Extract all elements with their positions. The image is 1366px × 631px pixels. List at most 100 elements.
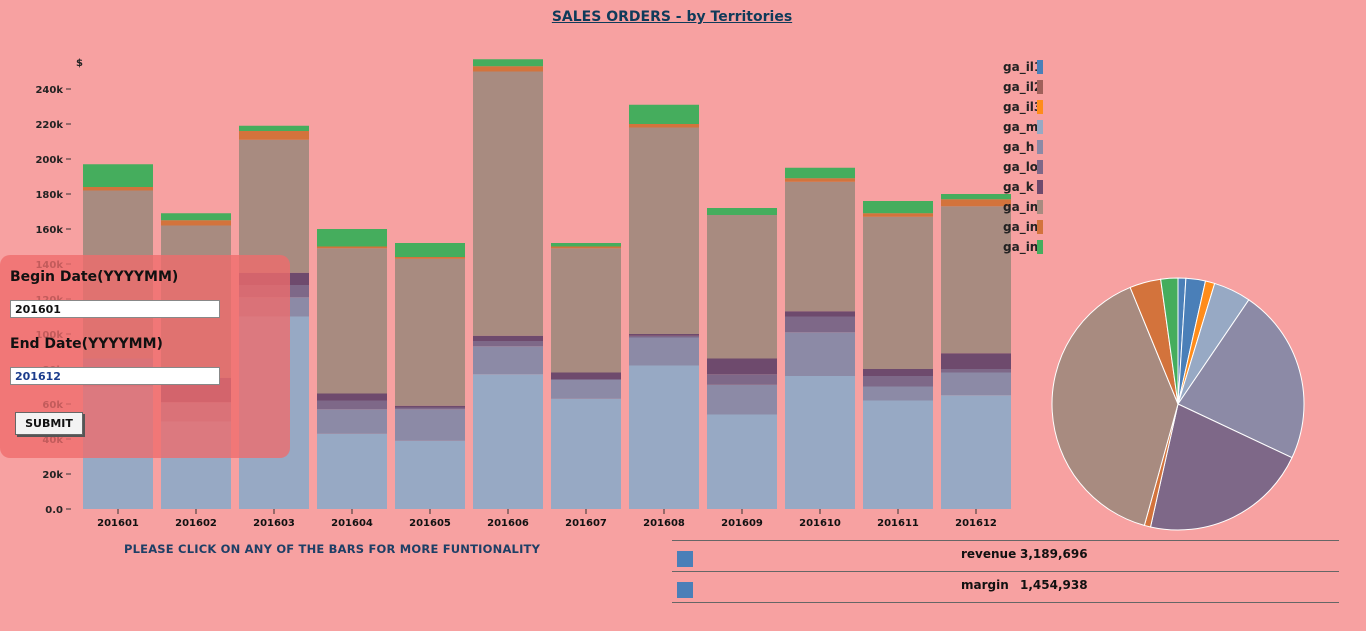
bar-segment[interactable] [317, 433, 387, 509]
bar-segment[interactable] [863, 213, 933, 217]
bar-segment[interactable] [785, 311, 855, 317]
end-date-input[interactable] [10, 367, 220, 385]
bar-segment[interactable] [629, 104, 699, 124]
bar-group-201610[interactable] [785, 167, 855, 509]
legend-label: ga_h [1003, 140, 1035, 154]
bar-segment[interactable] [863, 400, 933, 510]
bar-group-201606[interactable] [473, 59, 543, 509]
y-tick-label: 220k [35, 120, 63, 131]
bar-segment[interactable] [629, 365, 699, 510]
pie-slice[interactable] [1051, 286, 1179, 527]
bar-segment[interactable] [629, 127, 699, 335]
bar-segment[interactable] [785, 178, 855, 182]
bar-segment[interactable] [473, 59, 543, 67]
bar-segment[interactable] [473, 66, 543, 72]
bar-segment[interactable] [161, 220, 231, 226]
bar-segment[interactable] [785, 316, 855, 333]
bar-segment[interactable] [473, 341, 543, 347]
bar-segment[interactable] [785, 181, 855, 312]
bar-segment[interactable] [395, 258, 465, 406]
bar-segment[interactable] [551, 248, 621, 373]
bar-segment[interactable] [395, 257, 465, 259]
instruction-text: PLEASE CLICK ON ANY OF THE BARS FOR MORE… [124, 542, 541, 556]
bar-segment[interactable] [473, 346, 543, 375]
bar-segment[interactable] [863, 201, 933, 214]
bar-segment[interactable] [239, 125, 309, 131]
bar-segment[interactable] [707, 374, 777, 385]
y-tick-label: 160k [35, 225, 63, 236]
bar-segment[interactable] [551, 372, 621, 380]
legend-label: ga_ind [1003, 240, 1041, 254]
bar-segment[interactable] [239, 139, 309, 273]
bar-segment[interactable] [239, 131, 309, 140]
bar-group-201608[interactable] [629, 104, 699, 510]
pie-slice[interactable] [1149, 403, 1293, 531]
bar-segment[interactable] [395, 407, 465, 410]
bar-segment[interactable] [473, 335, 543, 341]
bar-segment[interactable] [785, 167, 855, 179]
margin-label: margin [961, 578, 1009, 592]
bar-segment[interactable] [941, 372, 1011, 396]
bar-group-201611[interactable] [863, 201, 933, 509]
bar-segment[interactable] [551, 398, 621, 509]
bar-segment[interactable] [161, 213, 231, 221]
bar-segment[interactable] [863, 386, 933, 401]
x-tick-label: 201608 [643, 518, 685, 529]
pie-slice[interactable] [1177, 299, 1305, 459]
bar-segment[interactable] [707, 384, 777, 415]
bar-segment[interactable] [941, 353, 1011, 369]
bar-segment[interactable] [707, 414, 777, 510]
bar-segment[interactable] [941, 206, 1011, 354]
begin-date-input[interactable] [10, 300, 220, 318]
legend-swatch [1037, 240, 1043, 254]
bar-segment[interactable] [551, 379, 621, 399]
bar-segment[interactable] [941, 395, 1011, 509]
bar-segment[interactable] [707, 208, 777, 215]
bar-segment[interactable] [941, 369, 1011, 373]
bar-segment[interactable] [395, 409, 465, 441]
bar-group-201605[interactable] [395, 243, 465, 509]
bar-group-201609[interactable] [707, 208, 777, 509]
pie-slice[interactable] [1160, 277, 1179, 405]
bar-segment[interactable] [473, 374, 543, 509]
bar-segment[interactable] [551, 246, 621, 249]
revenue-swatch [677, 551, 693, 567]
bar-segment[interactable] [473, 71, 543, 336]
bar-group-201604[interactable] [317, 229, 387, 509]
bar-segment[interactable] [551, 243, 621, 247]
pie-chart[interactable] [1040, 270, 1320, 550]
bar-segment[interactable] [395, 440, 465, 509]
y-tick-label: 240k [35, 85, 63, 96]
bar-segment[interactable] [707, 215, 777, 359]
bar-segment[interactable] [941, 194, 1011, 200]
legend-swatch [1037, 180, 1043, 194]
bar-segment[interactable] [395, 405, 465, 408]
bar-segment[interactable] [317, 409, 387, 434]
bar-segment[interactable] [317, 229, 387, 247]
x-tick-label: 201604 [331, 518, 373, 529]
bar-segment[interactable] [707, 358, 777, 375]
bar-group-201612[interactable] [941, 194, 1011, 509]
bar-segment[interactable] [317, 400, 387, 410]
bar-segment[interactable] [785, 376, 855, 509]
bar-segment[interactable] [83, 187, 153, 191]
bar-segment[interactable] [317, 248, 387, 394]
bar-segment[interactable] [863, 216, 933, 369]
bar-group-201607[interactable] [551, 243, 621, 509]
x-tick-label: 201611 [877, 518, 919, 529]
bar-segment[interactable] [941, 199, 1011, 207]
x-tick-label: 201607 [565, 518, 607, 529]
bar-segment[interactable] [629, 337, 699, 366]
bar-segment[interactable] [863, 376, 933, 387]
bar-segment[interactable] [395, 243, 465, 257]
bar-segment[interactable] [863, 369, 933, 376]
bar-segment[interactable] [317, 393, 387, 401]
bar-segment[interactable] [83, 164, 153, 187]
bar-segment[interactable] [629, 124, 699, 128]
submit-button[interactable]: SUBMIT [15, 412, 83, 435]
bar-segment[interactable] [785, 332, 855, 376]
bar-segment[interactable] [317, 246, 387, 249]
legend-item: ga_il1 [1003, 58, 1045, 78]
bar-segment[interactable] [629, 334, 699, 336]
bar-segment[interactable] [629, 335, 699, 338]
